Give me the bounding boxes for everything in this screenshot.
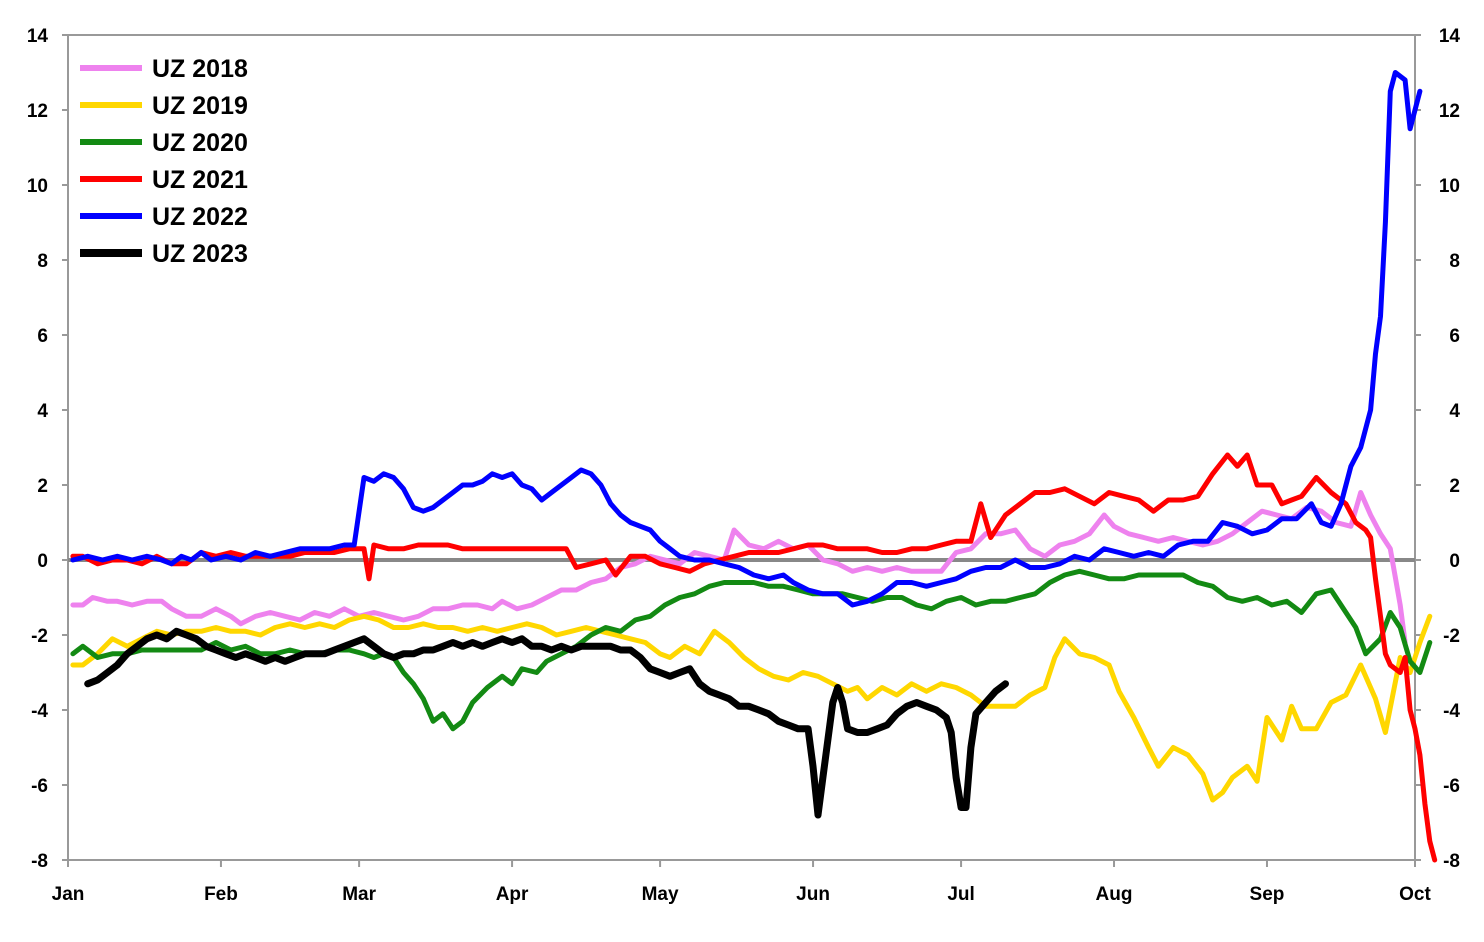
y-tick-label-left: -2 — [31, 626, 48, 647]
x-tick-label: Jun — [796, 884, 830, 905]
y-tick-label-left: 12 — [27, 101, 48, 122]
y-tick-label-left: 6 — [37, 326, 48, 347]
y-tick-label-left: 4 — [37, 401, 48, 422]
x-tick-label: May — [642, 884, 679, 905]
y-tick-label-right: 14 — [1439, 26, 1461, 47]
y-tick-label-right: 8 — [1449, 251, 1460, 272]
x-tick-label: Mar — [342, 884, 376, 905]
series-layer — [70, 70, 1438, 863]
series-line-uz-2022 — [70, 70, 1423, 608]
x-tick-label: Jul — [947, 884, 974, 905]
y-tick-label-right: 0 — [1449, 551, 1460, 572]
legend-label: UZ 2020 — [152, 129, 248, 157]
y-tick-label-right: -4 — [1443, 701, 1460, 722]
legend-label: UZ 2019 — [152, 92, 248, 120]
y-tick-label-left: -6 — [31, 776, 48, 797]
y-tick-label-right: 10 — [1439, 176, 1460, 197]
y-tick-label-right: -6 — [1443, 776, 1460, 797]
x-tick-label: Aug — [1096, 884, 1133, 905]
y-tick-label-left: 14 — [27, 26, 49, 47]
x-tick-label: Feb — [204, 884, 238, 905]
legend-label: UZ 2022 — [152, 203, 248, 231]
y-tick-label-right: 2 — [1449, 476, 1460, 497]
y-tick-label-left: -4 — [31, 701, 48, 722]
x-tick-label: Jan — [52, 884, 85, 905]
y-tick-label-right: 4 — [1449, 401, 1460, 422]
legend-label: UZ 2021 — [152, 166, 248, 194]
y-tick-label-left: 2 — [37, 476, 48, 497]
series-line-uz-2021 — [70, 452, 1438, 863]
x-tick-label: Oct — [1399, 884, 1431, 905]
series-line-uz-2019 — [70, 613, 1433, 803]
y-tick-label-right: 12 — [1439, 101, 1460, 122]
y-tick-label-right: -2 — [1443, 626, 1460, 647]
y-tick-label-left: 10 — [27, 176, 48, 197]
legend: UZ 2018 UZ 2019 UZ 2020 UZ 2021 UZ 2022 UZ 20… — [80, 55, 248, 268]
series-line-uz-2023 — [84, 627, 1009, 819]
legend-label: UZ 2023 — [152, 240, 248, 268]
series-line-uz-2018 — [70, 490, 1408, 645]
legend-label: UZ 2018 — [152, 55, 248, 83]
y-tick-label-right: 6 — [1449, 326, 1460, 347]
x-tick-label: Apr — [496, 884, 529, 905]
x-tick-label: Sep — [1250, 884, 1285, 905]
y-tick-label-left: -8 — [31, 851, 48, 872]
y-tick-label-right: -8 — [1443, 851, 1460, 872]
plot-frame — [67, 34, 1416, 861]
y-tick-label-left: 0 — [37, 551, 48, 572]
y-tick-label-left: 8 — [37, 251, 48, 272]
